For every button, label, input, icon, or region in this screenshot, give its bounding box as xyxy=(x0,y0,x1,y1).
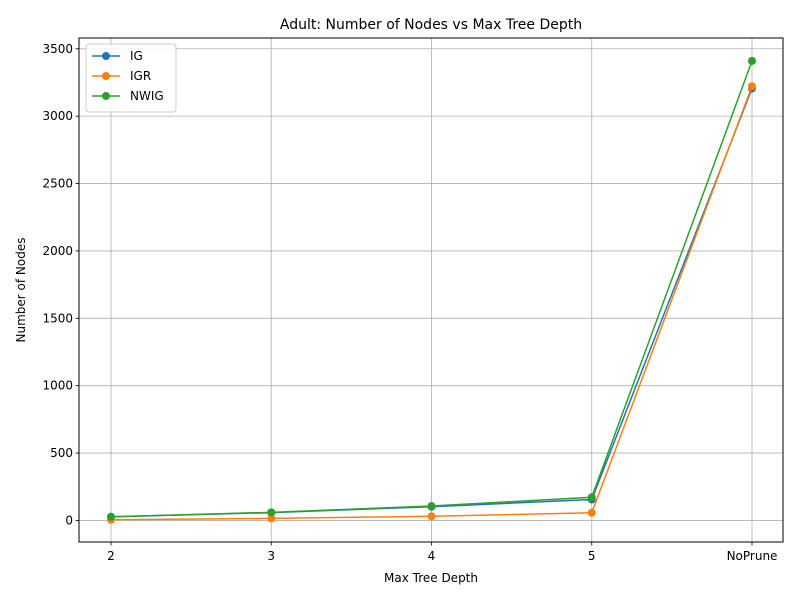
grid-lines xyxy=(79,38,783,542)
y-axis-ticks: 0 500 1000 1500 2000 2500 3000 3500 xyxy=(42,42,79,527)
data-point-igr xyxy=(427,512,436,521)
data-point-igr xyxy=(748,82,756,91)
y-tick-label: 1000 xyxy=(42,379,73,393)
data-point-nwig xyxy=(267,508,276,517)
y-tick-label: 3000 xyxy=(42,109,73,123)
legend-label-igr: IGR xyxy=(130,69,151,83)
x-axis-label: Max Tree Depth xyxy=(384,571,478,585)
y-tick-label: 1500 xyxy=(42,311,73,325)
data-point-igr xyxy=(267,514,276,523)
y-axis-label: Number of Nodes xyxy=(14,238,28,343)
legend-marker-igr xyxy=(102,72,110,80)
data-point-igr xyxy=(587,508,596,517)
y-tick-label: 500 xyxy=(50,446,73,460)
y-tick-label: 3500 xyxy=(42,42,73,56)
series-igr xyxy=(107,82,756,524)
x-tick-label: 3 xyxy=(267,549,275,563)
y-tick-label: 2500 xyxy=(42,177,73,191)
y-tick-label: 0 xyxy=(65,513,73,527)
x-tick-label: 2 xyxy=(107,549,115,563)
series-nwig xyxy=(107,56,756,521)
legend-label-ig: IG xyxy=(130,49,143,63)
x-tick-label: 5 xyxy=(588,549,596,563)
legend: IG IGR NWIG xyxy=(85,43,177,113)
data-point-nwig xyxy=(587,493,596,502)
x-tick-label: 4 xyxy=(428,549,436,563)
data-point-nwig xyxy=(107,512,115,521)
legend-marker-nwig xyxy=(102,92,110,100)
x-tick-label: NoPrune xyxy=(727,549,778,563)
series-layer xyxy=(107,56,756,524)
plot-frame xyxy=(78,37,784,543)
legend-marker-ig xyxy=(102,52,110,60)
y-tick-label: 2000 xyxy=(42,244,73,258)
data-point-nwig xyxy=(427,502,436,511)
legend-label-nwig: NWIG xyxy=(130,89,164,103)
x-axis-ticks: 2 3 4 5 NoPrune xyxy=(107,542,777,563)
chart-title: Adult: Number of Nodes vs Max Tree Depth xyxy=(280,17,582,33)
data-point-nwig xyxy=(748,56,756,65)
